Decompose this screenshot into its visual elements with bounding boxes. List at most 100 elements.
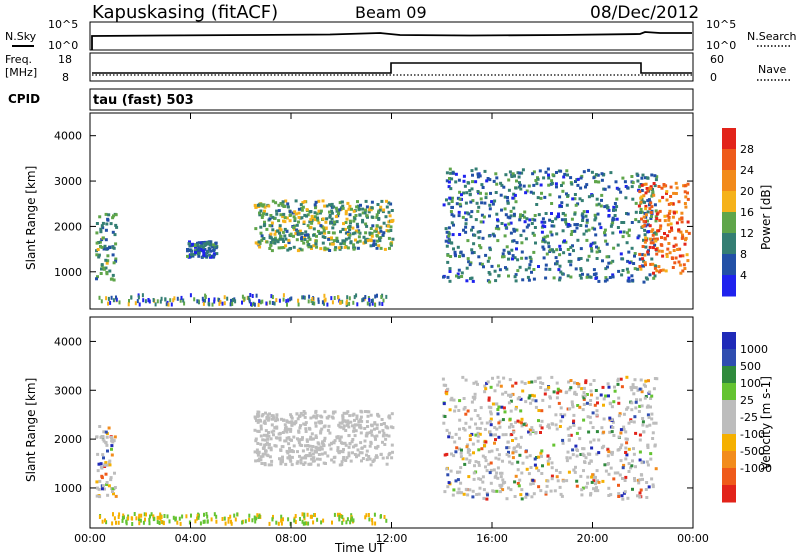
- echo-cell: [503, 223, 507, 227]
- echo-cell: [524, 237, 528, 241]
- echo-cell: [292, 435, 296, 439]
- echo-cell: [640, 390, 644, 394]
- echo-cell: [484, 465, 487, 469]
- echo-cell: [483, 456, 487, 459]
- echo-cell: [657, 185, 661, 188]
- near-range-cell: [373, 512, 376, 517]
- echo-cell: [582, 397, 586, 401]
- echo-cell: [451, 171, 455, 175]
- echo-cell: [633, 252, 637, 255]
- echo-cell: [594, 389, 598, 392]
- echo-cell: [549, 489, 553, 493]
- echo-cell: [472, 242, 476, 246]
- echo-cell: [550, 233, 554, 237]
- echo-cell: [325, 416, 329, 420]
- echo-cell: [201, 246, 205, 249]
- echo-cell: [547, 385, 551, 389]
- echo-cell: [550, 477, 554, 481]
- echo-cell: [442, 402, 446, 406]
- echo-cell: [587, 461, 591, 465]
- near-range-cell: [346, 295, 349, 300]
- echo-cell: [309, 245, 313, 249]
- echo-cell: [647, 230, 651, 234]
- echo-cell: [330, 211, 334, 215]
- echo-cell: [447, 202, 451, 206]
- echo-cell: [338, 421, 342, 425]
- echo-cell: [208, 253, 212, 257]
- echo-cell: [288, 438, 292, 442]
- echo-cell: [108, 246, 112, 249]
- echo-cell: [489, 423, 493, 427]
- echo-cell: [452, 398, 456, 402]
- near-range-cell: [244, 519, 247, 524]
- echo-cell: [520, 380, 524, 384]
- echo-cell: [684, 195, 688, 199]
- echo-cell: [263, 443, 267, 447]
- echo-cell: [193, 244, 197, 247]
- echo-cell: [343, 227, 347, 231]
- velocity-colorbar-tick: 1000: [740, 343, 768, 356]
- echo-cell: [369, 244, 373, 248]
- echo-cell: [487, 234, 491, 238]
- echo-cell: [470, 228, 473, 232]
- echo-cell: [100, 476, 104, 480]
- echo-cell: [254, 227, 258, 231]
- echo-cell: [381, 456, 385, 460]
- echo-cell: [322, 439, 326, 443]
- echo-cell: [609, 224, 613, 228]
- near-range-cell: [223, 301, 226, 306]
- echo-cell: [447, 180, 451, 184]
- echo-cell: [540, 230, 544, 234]
- echo-cell: [95, 253, 99, 257]
- echo-cell: [624, 196, 628, 200]
- echo-cell: [611, 450, 614, 454]
- echo-cell: [622, 412, 626, 416]
- echo-cell: [484, 192, 488, 196]
- echo-cell: [357, 420, 361, 424]
- echo-cell: [521, 461, 525, 465]
- echo-cell: [507, 251, 511, 255]
- echo-cell: [555, 171, 558, 174]
- echo-cell: [595, 257, 599, 260]
- echo-cell: [552, 224, 556, 228]
- echo-cell: [631, 197, 635, 201]
- echo-cell: [263, 462, 267, 465]
- echo-cell: [96, 248, 100, 251]
- echo-cell: [497, 274, 501, 278]
- echo-cell: [638, 257, 642, 261]
- near-range-cell: [118, 300, 121, 305]
- echo-cell: [260, 462, 264, 465]
- echo-cell: [601, 479, 605, 483]
- echo-cell: [534, 179, 538, 182]
- echo-cell: [574, 180, 577, 183]
- echo-cell: [346, 246, 350, 250]
- echo-cell: [458, 436, 461, 440]
- echo-cell: [341, 450, 345, 454]
- echo-cell: [345, 411, 349, 415]
- echo-cell: [368, 208, 372, 212]
- echo-cell: [675, 221, 679, 225]
- echo-cell: [655, 217, 659, 221]
- echo-cell: [523, 220, 527, 224]
- echo-cell: [516, 460, 520, 464]
- echo-cell: [293, 210, 297, 214]
- near-range-cell: [308, 294, 311, 299]
- power-colorbar-tick: 20: [740, 185, 754, 198]
- echo-cell: [644, 176, 647, 180]
- echo-cell: [479, 477, 483, 481]
- echo-cell: [493, 441, 496, 445]
- echo-cell: [564, 218, 567, 222]
- echo-cell: [342, 448, 345, 451]
- near-range-cell: [170, 302, 173, 307]
- echo-cell: [675, 186, 679, 190]
- echo-cell: [487, 405, 491, 409]
- echo-cell: [547, 183, 551, 187]
- echo-cell: [650, 229, 654, 233]
- echo-cell: [620, 494, 624, 498]
- echo-cell: [602, 397, 606, 401]
- echo-cell: [539, 183, 543, 187]
- freq-panel: Freq. [MHz] 18 8 60 0 Nave: [5, 52, 790, 84]
- echo-cell: [470, 276, 474, 280]
- echo-cell: [530, 270, 533, 274]
- echo-cell: [383, 443, 387, 446]
